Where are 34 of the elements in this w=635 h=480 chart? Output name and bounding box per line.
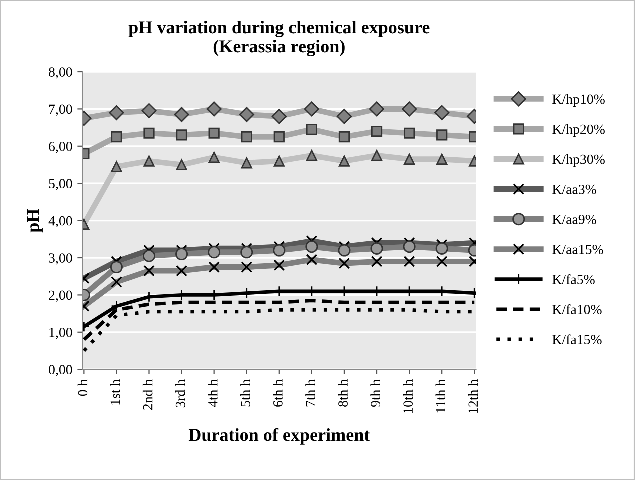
x-tick-label: 7th h [306, 380, 316, 407]
x-tick-label: 8th h [338, 380, 348, 407]
x-tick-label: 2nd h [142, 380, 153, 410]
legend-label: K/aa9% [552, 214, 596, 224]
y-tick-label: 0,00 [49, 365, 72, 377]
legend-label: K/hp10% [552, 94, 605, 107]
x-tick-label: 4th h [208, 380, 218, 408]
x-tick-label: 9th h [370, 380, 380, 408]
x-tick-label: 11th h [436, 380, 446, 413]
legend-label: K/aa3% [552, 184, 596, 194]
legend-label: K/hp20% [552, 124, 605, 138]
y-tick-label: 6,00 [49, 142, 72, 154]
legend-label: K/fa15% [552, 334, 602, 345]
y-tick-label: 4,00 [48, 216, 72, 228]
x-tick-label: 10th h [403, 380, 414, 414]
legend-label: K/fa10% [552, 304, 602, 314]
y-tick-label: 8,00 [49, 68, 72, 79]
y-tick-label: 7,00 [49, 104, 72, 116]
legend-label: K/fa5% [552, 274, 595, 284]
x-tick-label: 5th h [240, 380, 250, 407]
y-tick-label: 1,00 [50, 328, 72, 340]
x-tick-label: 3rd h [175, 380, 186, 408]
x-axis-title: Duration of experiment [188, 428, 370, 445]
legend-label: K/hp30% [552, 154, 605, 168]
y-tick-label: 5,00 [49, 179, 72, 191]
y-tick-label: 2,00 [49, 290, 72, 302]
y-tick-label: 3,00 [49, 254, 72, 265]
chart-title: pH variation during chemical exposure (Kerassia region) [128, 21, 430, 57]
legend-label: K/aa15% [552, 244, 604, 254]
x-tick-label: 0 h [78, 380, 88, 396]
y-axis-title: pH [27, 209, 43, 233]
x-tick-label: 1st h [110, 380, 120, 405]
x-tick-label: 12th h [468, 380, 478, 414]
x-tick-label: 6th h [273, 380, 283, 407]
